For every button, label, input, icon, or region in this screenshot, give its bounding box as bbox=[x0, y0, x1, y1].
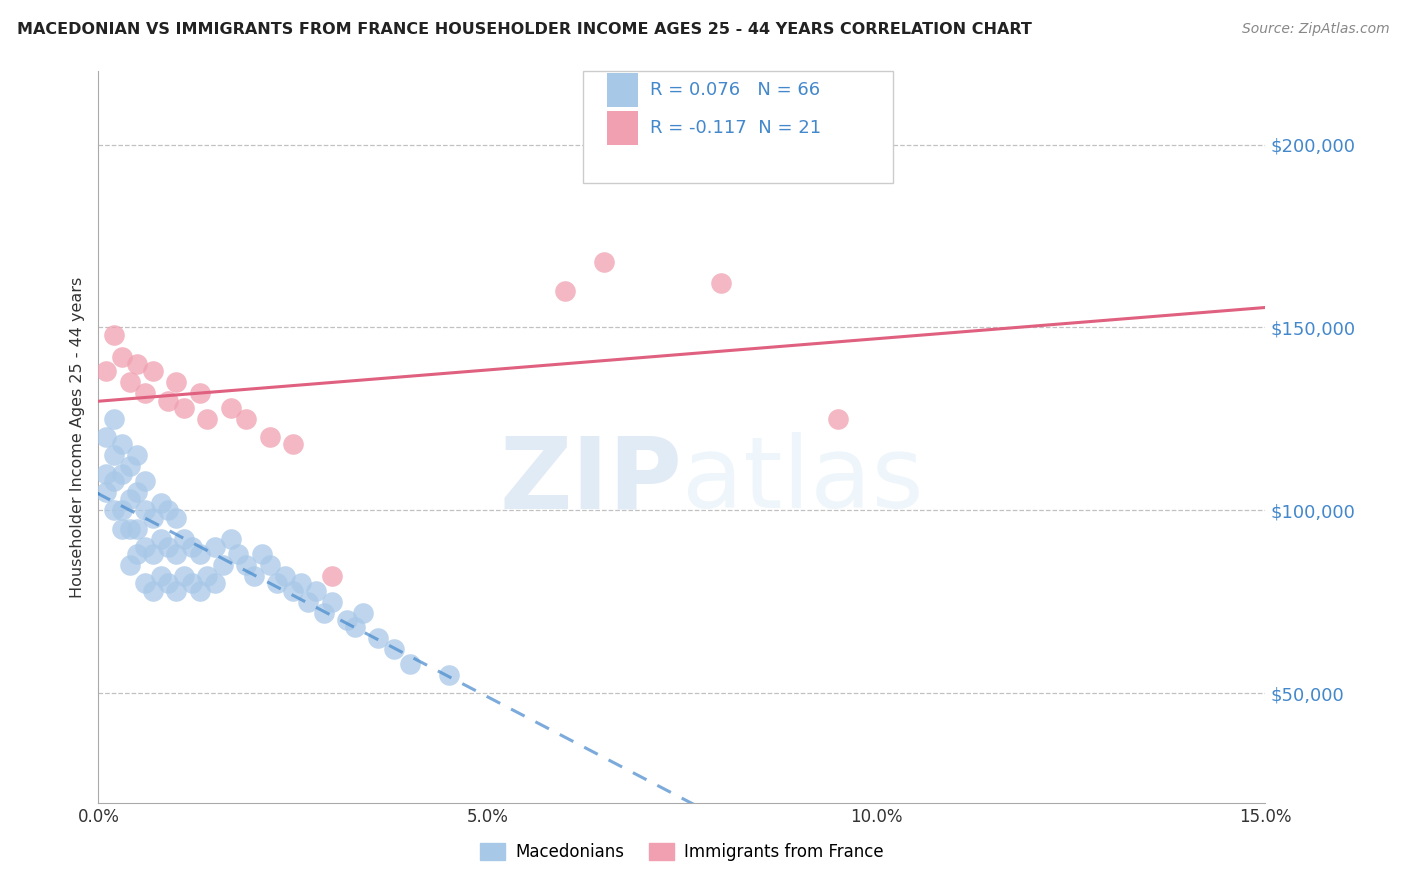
Point bbox=[111, 521, 134, 535]
Point bbox=[165, 547, 187, 561]
Point bbox=[111, 437, 134, 451]
Point bbox=[96, 467, 118, 481]
Point bbox=[235, 411, 257, 425]
Text: atlas: atlas bbox=[682, 433, 924, 530]
Text: R = -0.117  N = 21: R = -0.117 N = 21 bbox=[650, 120, 821, 137]
Point bbox=[593, 254, 616, 268]
Point bbox=[157, 393, 180, 408]
Point bbox=[321, 569, 343, 583]
Point bbox=[127, 357, 149, 371]
Point bbox=[127, 521, 149, 535]
Point bbox=[96, 364, 118, 378]
Point bbox=[173, 401, 195, 415]
Point bbox=[127, 547, 149, 561]
Point bbox=[274, 569, 297, 583]
Point bbox=[228, 547, 250, 561]
Point bbox=[259, 558, 281, 573]
Text: ZIP: ZIP bbox=[499, 433, 682, 530]
Point bbox=[103, 327, 125, 342]
Point bbox=[118, 558, 141, 573]
Point bbox=[312, 606, 335, 620]
Point bbox=[103, 503, 125, 517]
Point bbox=[281, 437, 304, 451]
Point bbox=[204, 540, 226, 554]
Point bbox=[180, 540, 202, 554]
Point bbox=[398, 657, 420, 671]
Point bbox=[134, 576, 156, 591]
Point bbox=[157, 540, 180, 554]
Point bbox=[142, 510, 165, 524]
Point bbox=[118, 492, 141, 507]
Point bbox=[173, 533, 195, 547]
Point bbox=[352, 606, 374, 620]
Point bbox=[235, 558, 257, 573]
Point bbox=[149, 569, 172, 583]
Point bbox=[382, 642, 405, 657]
Point bbox=[134, 503, 156, 517]
Point bbox=[165, 375, 187, 389]
Point bbox=[149, 496, 172, 510]
Point bbox=[336, 613, 359, 627]
Point bbox=[157, 503, 180, 517]
Point bbox=[188, 386, 211, 401]
Point bbox=[103, 448, 125, 462]
Point bbox=[259, 430, 281, 444]
Point bbox=[165, 510, 187, 524]
Point bbox=[297, 594, 319, 608]
Point bbox=[142, 364, 165, 378]
Point bbox=[266, 576, 288, 591]
Point bbox=[321, 594, 343, 608]
Point bbox=[134, 386, 156, 401]
Y-axis label: Householder Income Ages 25 - 44 years: Householder Income Ages 25 - 44 years bbox=[69, 277, 84, 598]
Point bbox=[142, 583, 165, 598]
Text: MACEDONIAN VS IMMIGRANTS FROM FRANCE HOUSEHOLDER INCOME AGES 25 - 44 YEARS CORRE: MACEDONIAN VS IMMIGRANTS FROM FRANCE HOU… bbox=[17, 22, 1032, 37]
Point bbox=[96, 484, 118, 499]
Point bbox=[290, 576, 312, 591]
Point bbox=[305, 583, 328, 598]
Point bbox=[219, 533, 242, 547]
Text: R = 0.076   N = 66: R = 0.076 N = 66 bbox=[650, 81, 820, 99]
Point bbox=[118, 375, 141, 389]
Point bbox=[180, 576, 202, 591]
Point bbox=[118, 459, 141, 474]
Point bbox=[437, 667, 460, 681]
Point bbox=[142, 547, 165, 561]
Point bbox=[195, 411, 218, 425]
Point bbox=[134, 474, 156, 488]
Point bbox=[165, 583, 187, 598]
Point bbox=[344, 620, 367, 634]
Point bbox=[173, 569, 195, 583]
Point bbox=[149, 533, 172, 547]
Point bbox=[96, 430, 118, 444]
Point bbox=[219, 401, 242, 415]
Point bbox=[118, 521, 141, 535]
Text: Source: ZipAtlas.com: Source: ZipAtlas.com bbox=[1241, 22, 1389, 37]
Point bbox=[111, 467, 134, 481]
Point bbox=[111, 503, 134, 517]
Point bbox=[195, 569, 218, 583]
Point bbox=[243, 569, 266, 583]
Point bbox=[367, 632, 389, 646]
Point bbox=[111, 350, 134, 364]
Point bbox=[127, 484, 149, 499]
Point bbox=[554, 284, 576, 298]
Point bbox=[103, 474, 125, 488]
Point bbox=[212, 558, 235, 573]
Point bbox=[103, 411, 125, 425]
Point bbox=[204, 576, 226, 591]
Point bbox=[134, 540, 156, 554]
Legend: Macedonians, Immigrants from France: Macedonians, Immigrants from France bbox=[474, 836, 890, 868]
Point bbox=[188, 583, 211, 598]
Point bbox=[127, 448, 149, 462]
Point bbox=[827, 411, 849, 425]
Point bbox=[188, 547, 211, 561]
Point bbox=[710, 277, 733, 291]
Point bbox=[250, 547, 273, 561]
Point bbox=[157, 576, 180, 591]
Point bbox=[281, 583, 304, 598]
